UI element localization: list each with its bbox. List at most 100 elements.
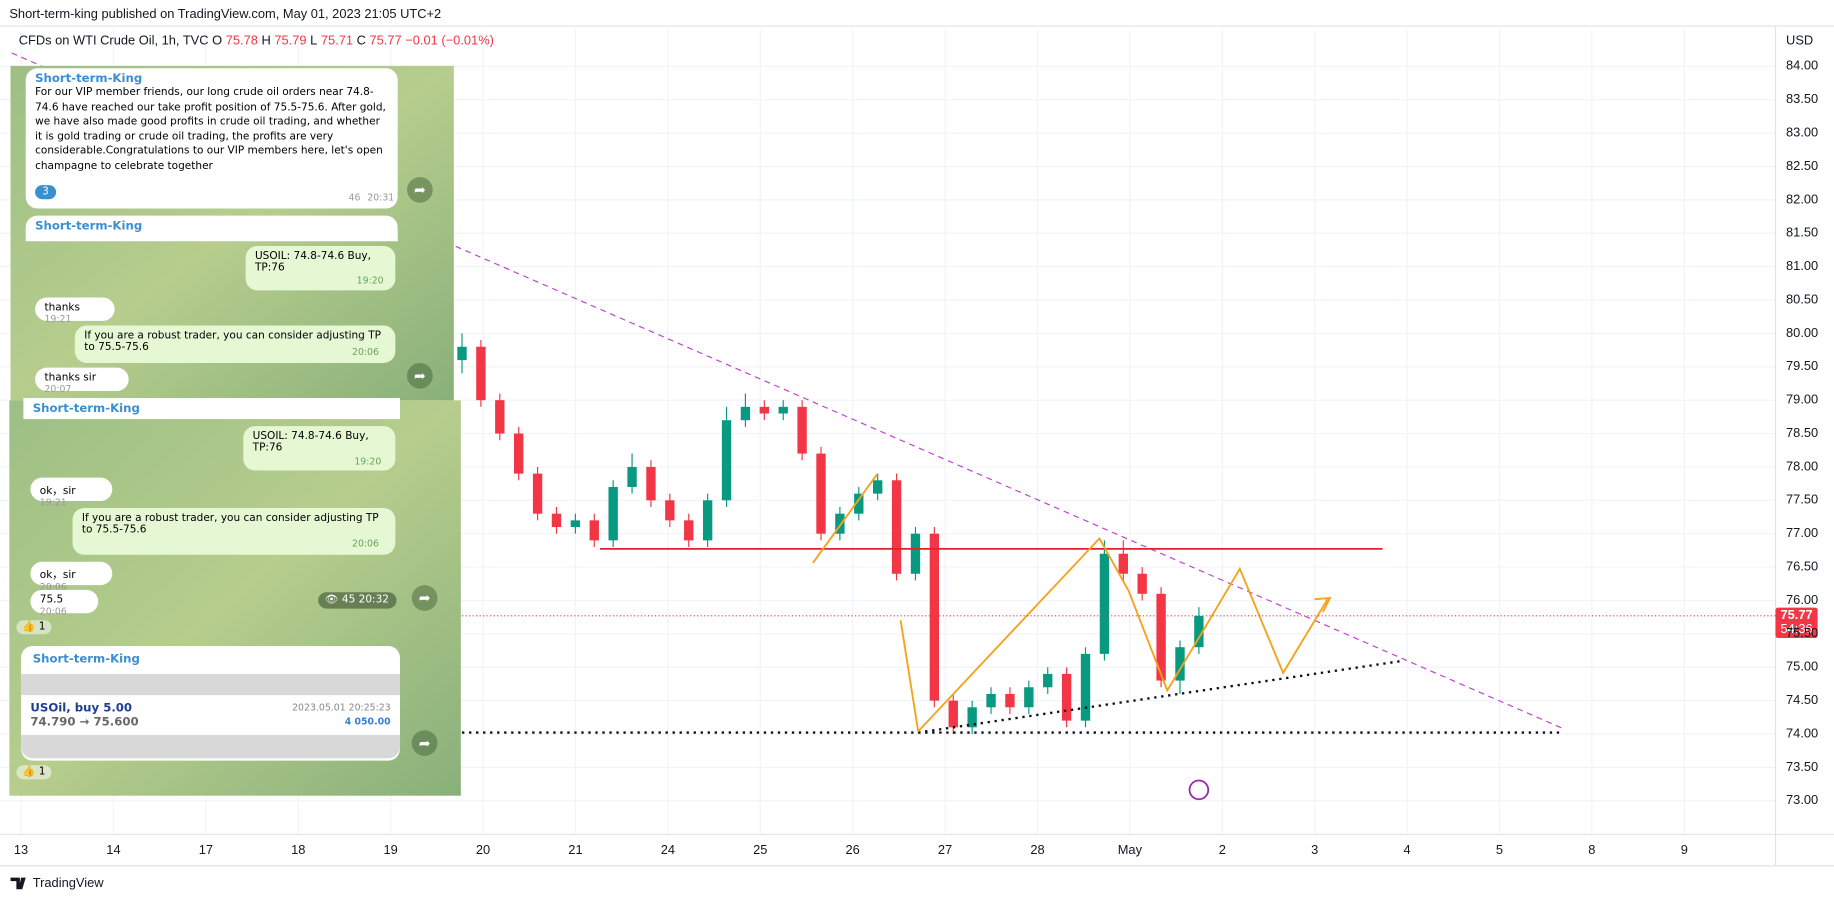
message-text: For our VIP member friends, our long cru…: [35, 86, 386, 172]
views: 45: [341, 594, 356, 607]
message-text: thanks sir: [44, 372, 97, 384]
y-tick-label: 76.50: [1786, 558, 1818, 573]
x-tick-label: May: [1118, 842, 1143, 857]
legend-item: 75.77: [370, 33, 402, 48]
blur: [21, 674, 401, 696]
profit: 4 050.00: [344, 716, 391, 727]
like[interactable]: 👍 1: [16, 765, 52, 780]
message-text: USOIL: 74.8-74.6 Buy, TP:76: [252, 430, 369, 455]
candle-body: [476, 346, 486, 401]
trade-date: 2023.05.01 20:25:23: [292, 702, 391, 713]
y-tick-label: 73.00: [1786, 792, 1818, 807]
share[interactable]: ➦: [411, 730, 438, 756]
brand-name: TradingView: [33, 875, 104, 890]
trade-card: Short-term-King USOil, buy 5.00 74.790 →…: [21, 646, 401, 761]
time: 20:06: [351, 538, 379, 549]
message: USOIL: 74.8-74.6 Buy, TP:76 19:20: [243, 426, 396, 471]
candle-body: [627, 466, 637, 487]
symbol-legend: CFDs on WTI Crude Oil, 1h, TVC O 75.78 H…: [19, 33, 494, 48]
x-tick-label: 28: [1030, 842, 1044, 857]
y-tick-label: 80.00: [1786, 325, 1818, 340]
share[interactable]: ➦: [407, 362, 433, 389]
blur: [21, 734, 401, 759]
telegram-overlay: Short-term-King For our VIP member frien…: [9, 65, 463, 798]
y-tick-label: 78.50: [1786, 425, 1818, 440]
candles: [457, 333, 1204, 734]
legend-item: C: [357, 33, 366, 48]
candle-body: [532, 473, 543, 514]
candle-body: [646, 466, 656, 501]
legend-item: O: [212, 33, 222, 48]
countdown: 54:36: [1780, 621, 1812, 636]
message: Short-term-King For our VIP member frien…: [25, 68, 398, 209]
candle-body: [589, 520, 599, 541]
message: If you are a robust trader, you can cons…: [74, 325, 396, 363]
projection-arrow: [1314, 596, 1332, 613]
legend-item: 75.71: [321, 33, 353, 48]
x-tick-label: 25: [753, 842, 767, 857]
candle-body: [457, 346, 467, 361]
message-text: ok，sir: [39, 485, 76, 498]
price-label: 75.77: [1780, 607, 1812, 622]
y-tick-label: 80.50: [1786, 291, 1818, 306]
y-tick-label: 78.00: [1786, 458, 1818, 473]
reaction[interactable]: 3: [35, 185, 56, 200]
share[interactable]: ➦: [407, 176, 433, 203]
message-text: USOIL: 74.8-74.6 Buy, TP:76: [254, 250, 372, 275]
candle-body: [967, 707, 977, 728]
likes: 1: [38, 766, 46, 779]
x-tick-label: 3: [1311, 842, 1318, 857]
time: 19:21: [39, 497, 67, 508]
published-line: Short-term-king published on TradingView…: [9, 6, 441, 21]
time: 20:32: [358, 594, 389, 607]
messages: Short-term-King For our VIP member frien…: [9, 66, 463, 798]
y-tick-label: 79.50: [1786, 358, 1818, 373]
candle-body: [1005, 693, 1015, 708]
trend-line: [11, 52, 1562, 729]
y-tick-label: 83.50: [1786, 91, 1818, 106]
x-tick-label: 27: [938, 842, 952, 857]
x-tick-label: 9: [1681, 842, 1688, 857]
y-tick-label: 84.00: [1786, 58, 1818, 73]
like[interactable]: 👍 1: [16, 620, 52, 635]
time: 19:20: [354, 456, 382, 468]
brand: TradingView: [10, 875, 104, 890]
message-list: Short-term-King For our VIP member frien…: [9, 66, 463, 798]
message: thanks 19:21: [35, 297, 115, 324]
y-tick-label: 81.00: [1786, 258, 1818, 273]
y-tick-label: 83.00: [1786, 124, 1818, 139]
message: thanks sir 20:07: [35, 367, 129, 395]
message: If you are a robust trader, you can cons…: [72, 507, 396, 555]
header-bar: Short-term-King: [23, 398, 401, 420]
time: 20:06: [39, 581, 67, 593]
x-tick-label: 13: [14, 842, 28, 857]
projection: [812, 473, 878, 564]
views: 46: [348, 192, 361, 203]
time: 19:20: [356, 275, 384, 286]
message-text: thanks: [44, 302, 80, 314]
x-tick-label: 2: [1219, 842, 1226, 857]
projection: [899, 536, 1329, 734]
legend-item: 75.79: [274, 33, 306, 48]
candle-body: [570, 520, 581, 528]
event-icon[interactable]: [1188, 779, 1210, 801]
candle-body: [891, 480, 902, 574]
candle-body: [759, 406, 769, 414]
y-tick-label: 74.00: [1786, 725, 1818, 740]
legend-item: L: [310, 33, 317, 48]
candle-body: [1137, 573, 1147, 594]
legend-item: 75.78: [226, 33, 258, 48]
time: 20:31: [367, 192, 395, 203]
currency: USD: [1786, 33, 1813, 48]
brand-logo: [10, 877, 26, 890]
y-tick-label: 77.00: [1786, 525, 1818, 540]
share[interactable]: ➦: [411, 585, 438, 611]
candle-body: [1099, 553, 1110, 654]
candle-body: [495, 400, 505, 434]
x-tick-label: 8: [1588, 842, 1595, 857]
message: ok，sir 20:06: [30, 561, 113, 592]
y-tick-label: 82.00: [1786, 191, 1818, 206]
x-tick-label: 20: [476, 842, 490, 857]
sender: Short-term-King: [35, 220, 143, 234]
